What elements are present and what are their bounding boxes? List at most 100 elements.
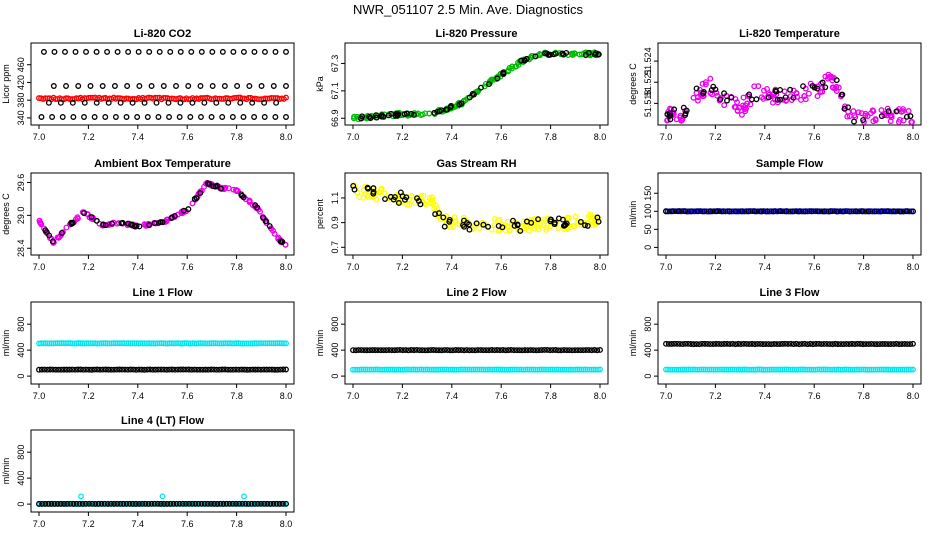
data-point [49,366,56,373]
data-point [72,366,79,373]
data-point [865,341,872,348]
data-point [403,194,410,201]
data-point [42,500,49,507]
x-tick-label: 8.0 [280,262,293,272]
x-tick-label: 7.0 [347,132,360,142]
data-point [758,208,764,215]
data-point [41,366,48,373]
data-point [833,77,840,84]
data-point [729,340,736,347]
data-point [854,340,861,347]
data-point [910,208,916,215]
data-point [441,347,448,353]
data-point [782,94,789,101]
data-point [715,341,722,347]
data-point [824,75,831,82]
data-point [707,208,714,215]
data-point [669,208,676,215]
data-point [810,341,817,348]
data-point [549,347,556,354]
data-point [682,208,688,215]
data-point [45,99,52,106]
data-point [45,500,52,507]
data-point [829,341,836,348]
y-axis-label: Licor ppm [1,64,11,104]
data-point [532,53,539,60]
x-tick-label: 7.8 [857,132,870,142]
data-point [846,341,853,347]
data-point [438,107,445,114]
data-point [582,222,588,229]
data-point [72,48,79,55]
data-point [350,182,357,189]
data-point [577,218,584,225]
data-point [563,49,570,56]
data-point [159,219,166,226]
y-tick-label: 150 [643,186,653,201]
x-tick-label: 8.0 [280,519,293,529]
data-point [545,52,552,58]
x-tick-label: 7.6 [181,391,194,401]
data-point [388,347,395,354]
series-line1-cyan [36,340,289,347]
data-point [799,340,805,347]
y-tick-label: 400 [643,343,653,358]
x-tick-label: 7.2 [82,262,95,272]
x-tick-label: 7.6 [181,519,194,529]
data-point [688,208,695,215]
data-point [283,340,289,347]
data-point [884,208,891,215]
data-point [198,48,205,55]
data-point [79,500,86,507]
data-point [724,97,730,104]
data-point [367,115,374,122]
data-point [93,48,100,55]
y-tick-label: 67.3 [330,55,340,73]
data-point [77,366,84,373]
data-point [155,366,162,373]
data-point [730,208,736,215]
data-point [575,219,582,226]
data-point [779,340,786,347]
data-point [105,366,112,373]
data-point [737,341,744,348]
x-tick-label: 8.0 [907,132,920,142]
data-point [397,347,404,353]
data-point [36,366,42,373]
data-point [223,500,230,507]
series-line2-cyan [350,366,603,373]
data-point [783,97,790,104]
data-point [505,347,512,354]
data-point [130,366,137,373]
series-line2-black [350,346,603,354]
data-point [75,83,82,89]
x-tick-label: 7.4 [132,391,145,401]
series-kPa-ref [358,49,602,122]
data-point [274,366,281,373]
data-point [233,500,239,507]
data-point [111,500,117,507]
data-point [135,48,142,55]
data-point [192,500,199,507]
data-point [535,216,542,223]
data-point [533,347,540,354]
data-point [81,210,87,217]
data-point [433,347,440,354]
data-point [427,196,434,203]
data-point [488,226,495,233]
data-point [213,366,220,373]
data-point [463,347,470,353]
x-tick-label: 7.2 [396,132,409,142]
data-point [753,96,760,103]
panel-title: Li-820 CO2 [134,28,191,40]
data-point [146,48,153,55]
data-point [743,340,750,347]
x-tick-label: 7.8 [230,132,243,142]
data-point [441,223,448,230]
data-point [273,500,280,507]
data-point [221,366,228,373]
x-tick-label: 7.8 [544,391,557,401]
data-point [98,500,105,507]
data-point [827,208,834,215]
